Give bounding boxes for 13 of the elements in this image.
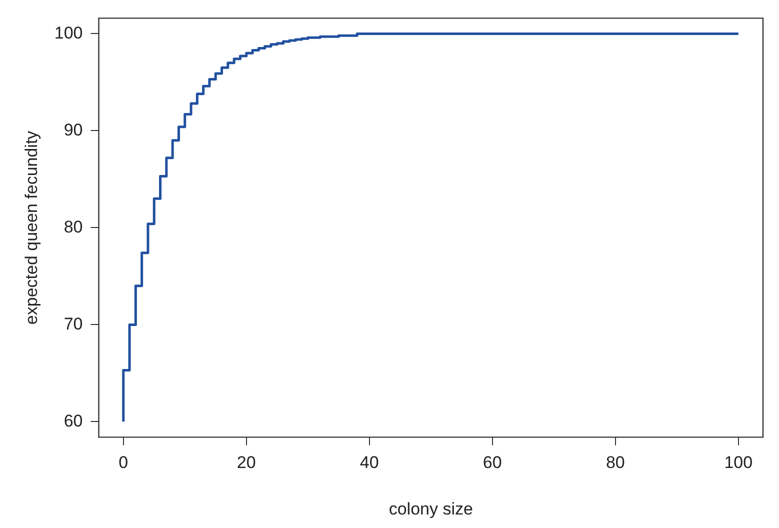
x-tick-label: 60 [482, 453, 502, 472]
x-tick-label: 0 [118, 453, 128, 472]
y-tick-label: 70 [64, 314, 83, 334]
x-tick-label: 40 [360, 453, 379, 472]
y-tick-label: 80 [64, 217, 83, 236]
y-tick-label: 100 [54, 23, 83, 42]
y-tick-label: 90 [64, 120, 83, 140]
x-tick-label: 20 [236, 453, 256, 472]
x-axis-title: colony size [388, 499, 473, 518]
x-tick-label: 80 [606, 453, 625, 472]
y-tick-label: 60 [64, 411, 83, 430]
y-axis-title: expected queen fecundity [22, 130, 41, 325]
x-tick-label: 100 [724, 453, 753, 472]
